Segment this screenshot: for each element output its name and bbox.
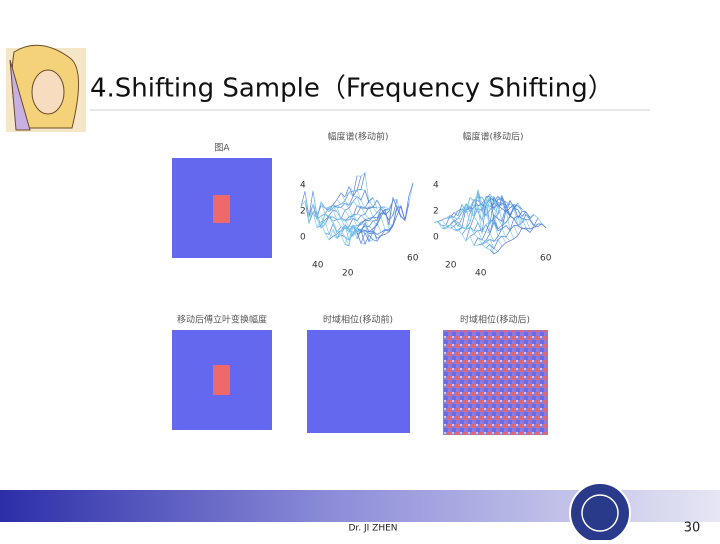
mesh-line (336, 200, 394, 239)
mesh-line (300, 175, 358, 218)
x-tick-label: 20 (342, 269, 354, 279)
mesh-line (441, 219, 499, 252)
mesh-line (437, 221, 495, 255)
page-number: 30 (684, 521, 701, 536)
y-tick-label: 60 (540, 254, 552, 264)
mesh-line (437, 196, 495, 226)
mesh-line (485, 223, 543, 250)
image-panel (443, 330, 548, 435)
panel-title: 幅度谱(移动后) (462, 131, 523, 143)
slide-title: 4.Shifting Sample（Frequency Shifting） (90, 74, 614, 104)
z-tick-label: 2 (433, 207, 439, 217)
mesh-line (300, 200, 358, 246)
mesh-line (348, 186, 406, 222)
mesh-line (477, 209, 535, 246)
x-tick-label: 40 (475, 269, 487, 279)
mesh-line (328, 206, 386, 237)
z-tick-label: 2 (300, 207, 306, 217)
mesh-line (308, 211, 366, 245)
mesh-line (344, 191, 402, 226)
x-tick-label: 40 (312, 261, 324, 271)
panel-title: 移动后傅立叶变换幅度 (177, 314, 267, 326)
panel-title: 时域相位(移动前) (323, 314, 393, 326)
z-tick-label: 0 (300, 233, 306, 243)
mesh-line (344, 196, 402, 247)
mesh-line (445, 212, 503, 247)
logo-illustration (6, 44, 86, 132)
mesh-line (356, 182, 414, 246)
panel-title: 图A (214, 143, 230, 154)
footer-author: Dr. JI ZHEN (348, 524, 397, 534)
mesh-line (312, 190, 370, 236)
mesh-line (465, 195, 523, 242)
image-block (213, 365, 230, 395)
z-tick-label: 4 (300, 181, 306, 191)
y-tick-label: 60 (407, 254, 419, 264)
mesh-line (461, 189, 519, 236)
z-tick-label: 4 (433, 181, 439, 191)
panel-title: 幅度谱(移动前) (327, 131, 388, 143)
mesh-line (469, 205, 527, 237)
image-block (213, 195, 230, 223)
image-panel (307, 330, 410, 433)
mesh-line (489, 223, 547, 255)
university-seal (581, 494, 619, 532)
mesh-line (473, 207, 531, 246)
x-tick-label: 20 (445, 261, 457, 271)
panel-title: 时域相位(移动后) (460, 314, 530, 326)
z-tick-label: 0 (433, 233, 439, 243)
mesh-line (433, 221, 491, 250)
mesh-line (304, 190, 362, 247)
mesh-line (449, 205, 507, 243)
